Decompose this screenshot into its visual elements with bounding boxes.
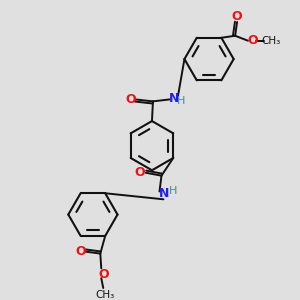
Text: O: O	[75, 245, 86, 258]
Text: N: N	[168, 92, 179, 105]
Text: CH₃: CH₃	[96, 290, 115, 300]
Text: H: H	[177, 96, 186, 106]
Text: H: H	[169, 186, 178, 197]
Text: O: O	[125, 93, 136, 106]
Text: O: O	[134, 166, 145, 179]
Text: O: O	[248, 34, 258, 47]
Text: O: O	[98, 268, 109, 281]
Text: CH₃: CH₃	[261, 36, 280, 46]
Text: N: N	[159, 187, 170, 200]
Text: O: O	[232, 10, 242, 22]
